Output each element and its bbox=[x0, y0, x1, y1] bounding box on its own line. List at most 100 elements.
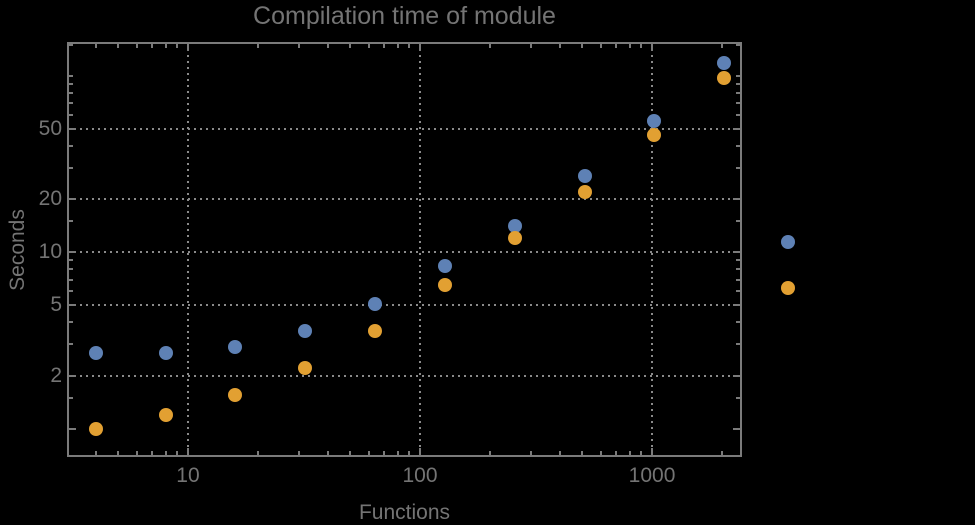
y-tick bbox=[736, 101, 740, 104]
x-tick bbox=[419, 44, 421, 51]
y-tick bbox=[69, 268, 73, 271]
x-tick bbox=[408, 451, 411, 455]
x-tick bbox=[383, 44, 386, 48]
x-tick bbox=[581, 451, 584, 455]
plot-frame-right bbox=[740, 42, 742, 457]
x-tick bbox=[408, 44, 411, 48]
data-point-series-orange-4 bbox=[88, 421, 103, 436]
x-tick bbox=[615, 451, 618, 455]
y-tick bbox=[69, 220, 73, 223]
x-tick bbox=[117, 451, 120, 455]
x-tick bbox=[488, 451, 491, 455]
x-tick bbox=[628, 44, 631, 48]
y-tick bbox=[736, 82, 740, 85]
x-tick bbox=[94, 451, 97, 455]
x-gridline bbox=[419, 43, 421, 455]
y-tick bbox=[736, 321, 740, 324]
x-tick bbox=[94, 44, 97, 48]
y-tick bbox=[736, 144, 740, 147]
x-tick bbox=[396, 44, 399, 48]
y-tick bbox=[736, 259, 740, 262]
x-tick bbox=[488, 44, 491, 48]
x-tick bbox=[135, 44, 138, 48]
x-tick bbox=[558, 44, 561, 48]
y-tick bbox=[69, 343, 73, 346]
x-tick bbox=[164, 44, 167, 48]
x-tick bbox=[558, 451, 561, 455]
x-tick bbox=[529, 44, 532, 48]
data-point-series-orange-64 bbox=[368, 323, 383, 338]
y-tick bbox=[733, 198, 740, 201]
x-gridline bbox=[651, 43, 654, 455]
x-tick bbox=[349, 44, 352, 48]
x-tick bbox=[396, 451, 399, 455]
y-tick bbox=[69, 251, 76, 254]
x-tick bbox=[297, 451, 300, 455]
data-point-series-orange-512 bbox=[577, 184, 592, 199]
data-point-series-blue-2048 bbox=[717, 55, 732, 70]
y-gridline bbox=[68, 127, 740, 130]
data-point-series-orange-1024 bbox=[647, 128, 662, 143]
y-tick bbox=[736, 113, 740, 116]
y-tick bbox=[69, 304, 76, 307]
data-point-series-orange-32 bbox=[298, 361, 313, 376]
x-gridline bbox=[186, 43, 189, 455]
y-tick bbox=[736, 396, 740, 399]
data-point-series-blue-256 bbox=[507, 219, 522, 234]
y-gridline bbox=[68, 304, 740, 307]
y-tick bbox=[69, 113, 73, 116]
y-tick bbox=[736, 220, 740, 223]
x-tick bbox=[186, 448, 189, 455]
x-tick bbox=[383, 451, 386, 455]
plot-frame-top bbox=[67, 42, 742, 44]
y-tick bbox=[69, 427, 76, 430]
y-tick bbox=[736, 74, 740, 77]
y-tick bbox=[69, 91, 73, 94]
x-tick bbox=[164, 451, 167, 455]
x-tick bbox=[599, 44, 602, 48]
x-tick bbox=[297, 44, 300, 48]
data-point-series-orange-16 bbox=[228, 388, 243, 403]
data-point-series-orange-128 bbox=[437, 278, 452, 293]
legend-marker-series-orange bbox=[781, 281, 795, 295]
x-tick bbox=[581, 44, 584, 48]
y-tick-label: 50 bbox=[38, 116, 62, 140]
y-tick bbox=[69, 278, 73, 281]
y-tick bbox=[736, 343, 740, 346]
x-tick-label: 10 bbox=[176, 464, 200, 487]
y-gridline bbox=[68, 198, 740, 201]
data-point-series-blue-128 bbox=[437, 259, 452, 274]
y-tick-label: 20 bbox=[38, 187, 62, 211]
x-tick bbox=[151, 451, 154, 455]
data-point-series-blue-512 bbox=[577, 169, 592, 183]
data-point-series-orange-8 bbox=[158, 407, 173, 422]
x-tick bbox=[176, 451, 179, 455]
y-tick-label: 5 bbox=[50, 293, 62, 317]
data-point-series-blue-8 bbox=[158, 345, 173, 360]
y-tick bbox=[69, 374, 76, 377]
x-tick bbox=[529, 451, 532, 455]
y-tick bbox=[733, 374, 740, 377]
y-tick-label: 2 bbox=[50, 363, 62, 387]
x-tick bbox=[367, 44, 370, 48]
y-tick bbox=[69, 82, 73, 85]
plot-frame-left bbox=[67, 42, 69, 457]
y-gridline bbox=[68, 374, 740, 377]
x-tick bbox=[628, 451, 631, 455]
chart-title: Compilation time of module bbox=[253, 2, 556, 30]
y-tick bbox=[736, 43, 740, 46]
x-tick bbox=[720, 451, 723, 455]
x-tick bbox=[651, 44, 654, 51]
x-tick-label: 100 bbox=[402, 464, 438, 487]
data-point-series-orange-256 bbox=[507, 231, 522, 246]
y-tick bbox=[69, 259, 73, 262]
data-point-series-blue-64 bbox=[368, 296, 383, 311]
x-tick bbox=[599, 451, 602, 455]
x-tick bbox=[256, 44, 259, 48]
x-tick bbox=[326, 44, 329, 48]
y-tick bbox=[733, 304, 740, 307]
x-tick bbox=[135, 451, 138, 455]
plot-frame-bottom bbox=[67, 455, 742, 457]
